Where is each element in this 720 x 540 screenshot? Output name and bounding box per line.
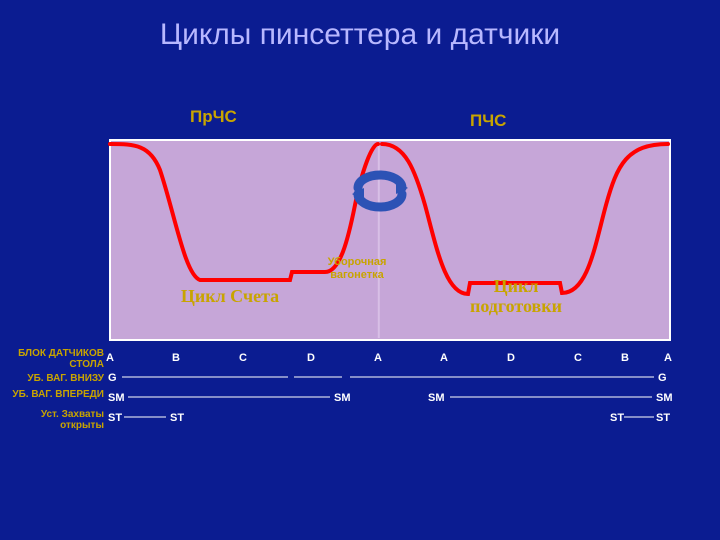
row-sm-letter: SM (428, 392, 445, 404)
label-cycle-prep-2: подготовки (470, 296, 562, 316)
row-label-header: БЛОК ДАТЧИКОВ СТОЛА (10, 348, 104, 370)
table-sensor-letter: A (106, 352, 114, 364)
label-pchs: ПЧС (470, 111, 506, 130)
row-label-st: Уст. Захваты открыты (10, 409, 104, 431)
row-st-letter: ST (170, 412, 184, 424)
row-g-letter-left: G (108, 372, 117, 384)
row-label-sm: УБ. ВАГ. ВПЕРЕДИ (10, 389, 104, 400)
row-st-letter: ST (656, 412, 670, 424)
table-sensor-letter: B (172, 352, 180, 364)
diagram-svg: ПрЧС ПЧС Цикл Счета Циклподготовки Уборочная… (0, 0, 720, 540)
row-label-g: УБ. ВАГ. ВНИЗУ (10, 373, 104, 384)
label-sweep-1: Уборочная (328, 256, 387, 268)
row-g-letter-right: G (658, 372, 667, 384)
table-sensor-letter: C (574, 352, 582, 364)
table-sensor-letter: A (664, 352, 672, 364)
table-sensor-letter: C (239, 352, 247, 364)
label-prchs: ПрЧС (190, 107, 237, 126)
row-st-letter: ST (610, 412, 624, 424)
label-cycle-count: Цикл Счета (181, 286, 279, 306)
table-sensor-letter: A (440, 352, 448, 364)
row-sm-letter: SM (656, 392, 673, 404)
table-sensor-letter: B (621, 352, 629, 364)
table-sensor-letter: D (507, 352, 515, 364)
table-sensor-letter: A (374, 352, 382, 364)
row-st-letter: ST (108, 412, 122, 424)
chart-background (110, 140, 670, 340)
table-sensor-letter: D (307, 352, 315, 364)
row-sm-letter: SM (108, 392, 125, 404)
row-sm-letter: SM (334, 392, 351, 404)
label-sweep-2: вагонетка (330, 269, 384, 281)
label-cycle-prep: Цикл (494, 276, 539, 296)
